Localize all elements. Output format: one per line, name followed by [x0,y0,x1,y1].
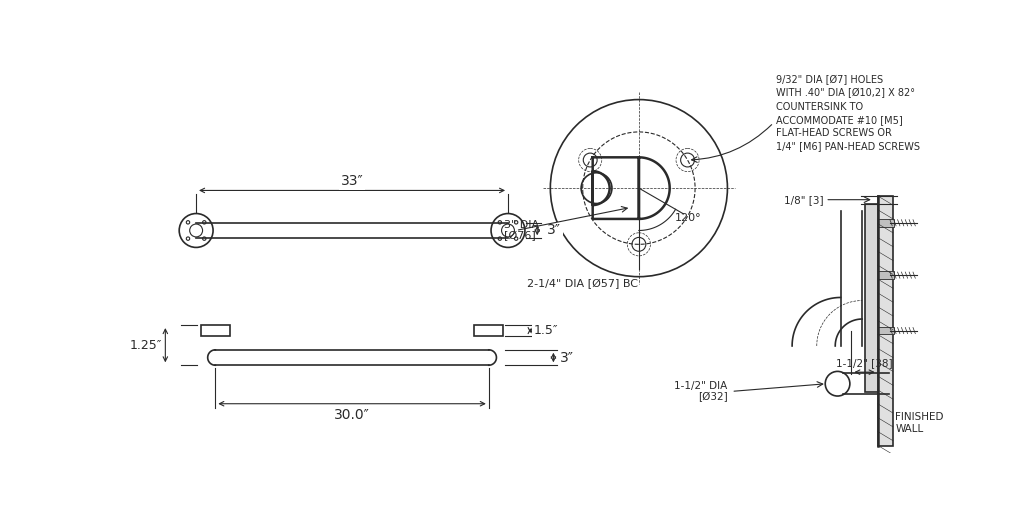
Text: 9/32" DIA [Ø7] HOLES
WITH .40" DIA [Ø10,2] X 82°
COUNTERSINK TO
ACCOMMODATE #10 : 9/32" DIA [Ø7] HOLES WITH .40" DIA [Ø10,… [776,75,920,151]
Text: 30.0″: 30.0″ [334,408,370,421]
Bar [475,325,503,336]
Text: 1.5″: 1.5″ [533,324,558,337]
Bar [877,271,894,279]
Text: 3″: 3″ [547,223,561,238]
Text: FINISHED
WALL: FINISHED WALL [895,412,944,434]
Text: 120°: 120° [675,213,702,222]
Text: 3" DIA
[Ø76]: 3" DIA [Ø76] [504,219,539,241]
Text: 1-1/2" DIA
[Ø32]: 1-1/2" DIA [Ø32] [674,381,728,402]
Text: 1/8" [3]: 1/8" [3] [784,194,824,205]
Text: 1-1/2" [38]: 1-1/2" [38] [836,358,893,368]
Bar [877,219,894,227]
Text: 33″: 33″ [340,174,364,188]
Text: 2-1/4" DIA [Ø57] BC: 2-1/4" DIA [Ø57] BC [527,279,639,290]
Text: 3″: 3″ [561,351,574,364]
Bar [865,204,877,392]
Bar [201,325,230,336]
Text: 1.25″: 1.25″ [130,338,162,352]
Bar [877,327,894,334]
Bar [877,196,893,446]
